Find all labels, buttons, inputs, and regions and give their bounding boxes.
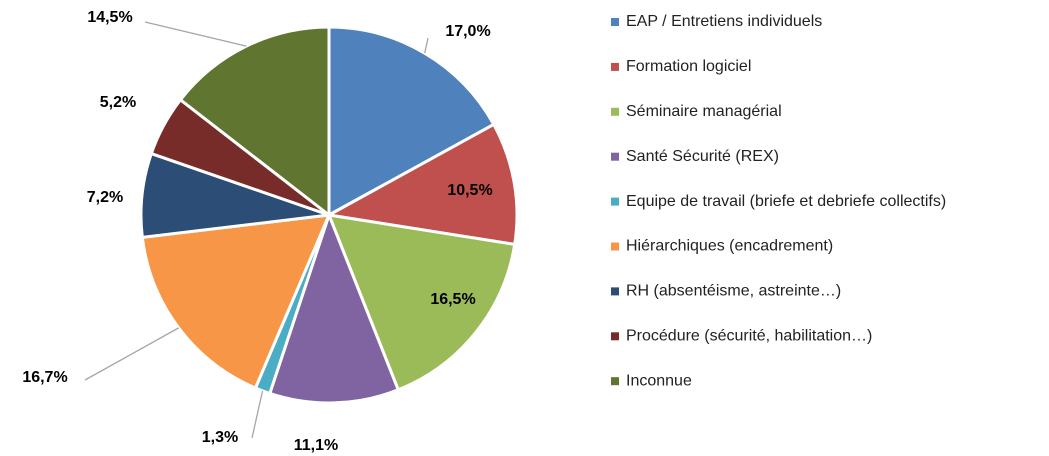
data-label: 5,2% [100, 94, 136, 111]
leader-line [424, 37, 429, 54]
legend-label: Procédure (sécurité, habilitation…) [626, 328, 872, 345]
legend-swatch [611, 18, 619, 26]
legend-label: Séminaire managérial [626, 103, 782, 120]
legend-label: Inconnue [626, 372, 692, 389]
legend-swatch [611, 242, 619, 251]
pie-slice [326, 213, 517, 392]
legend-swatch [611, 152, 619, 161]
legend-swatch [611, 62, 619, 71]
legend-label: RH (absentéisme, astreinte…) [626, 283, 841, 300]
data-label: 17,0% [445, 23, 490, 40]
legend-label: Equipe de travail (briefe et debriefe co… [626, 193, 946, 210]
pie-slice [178, 25, 331, 219]
legend-swatch [611, 377, 619, 386]
data-label: 16,5% [430, 291, 475, 308]
leader-line [144, 21, 247, 47]
data-label: 1,3% [202, 429, 238, 446]
leader-line [251, 390, 264, 439]
leader-line [84, 327, 179, 381]
data-label: 11,1% [294, 437, 338, 454]
data-label: 10,5% [447, 182, 492, 199]
legend-label: Formation logiciel [626, 58, 751, 75]
legend-label: EAP / Entretiens individuels [626, 13, 822, 30]
pie-slice [324, 122, 519, 247]
legend-swatch [611, 287, 619, 296]
legend-swatch [611, 197, 619, 206]
legend-label: Santé Sécurité (REX) [626, 148, 779, 165]
pie-slice [267, 210, 401, 405]
legend-swatch [611, 107, 619, 116]
data-label: 16,7% [22, 369, 67, 386]
data-label: 14,5% [87, 9, 132, 26]
legend-swatch [611, 332, 619, 341]
data-label: 7,2% [87, 189, 123, 206]
legend-label: Hiérarchiques (encadrement) [626, 238, 833, 255]
